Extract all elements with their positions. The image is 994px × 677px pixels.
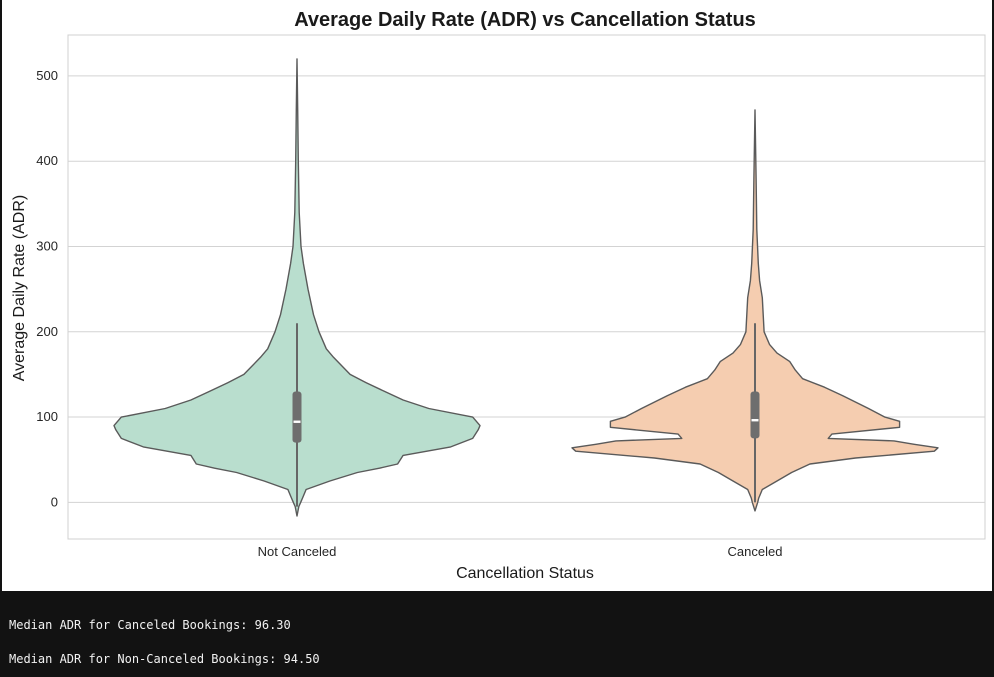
median-marker — [293, 420, 301, 423]
console-line-canceled-median: Median ADR for Canceled Bookings: 96.30 — [9, 618, 291, 632]
violin-chart: Average Daily Rate (ADR) vs Cancellation… — [11, 9, 986, 582]
violin-not-canceled — [113, 58, 481, 517]
chart-title: Average Daily Rate (ADR) vs Cancellation… — [294, 9, 756, 31]
x-tick-label: Not Canceled — [258, 544, 337, 559]
violin-canceled — [571, 109, 939, 512]
iqr-box — [292, 391, 302, 443]
x-axis-label: Cancellation Status — [456, 565, 594, 582]
y-tick-label: 100 — [36, 409, 58, 424]
console-line-non-canceled-median: Median ADR for Non-Canceled Bookings: 94… — [9, 652, 320, 666]
y-tick-label: 400 — [36, 153, 58, 168]
y-axis-label: Average Daily Rate (ADR) — [11, 195, 28, 381]
y-tick-label: 300 — [36, 238, 58, 253]
y-tick-label: 0 — [51, 494, 58, 509]
x-tick-label: Canceled — [728, 544, 783, 559]
chart-figure: Average Daily Rate (ADR) vs Cancellation… — [0, 0, 994, 591]
iqr-box — [750, 391, 760, 439]
console-output: Median ADR for Canceled Bookings: 96.30 … — [0, 591, 994, 677]
median-marker — [751, 419, 759, 422]
y-tick-label: 500 — [36, 68, 58, 83]
y-tick-label: 200 — [36, 324, 58, 339]
